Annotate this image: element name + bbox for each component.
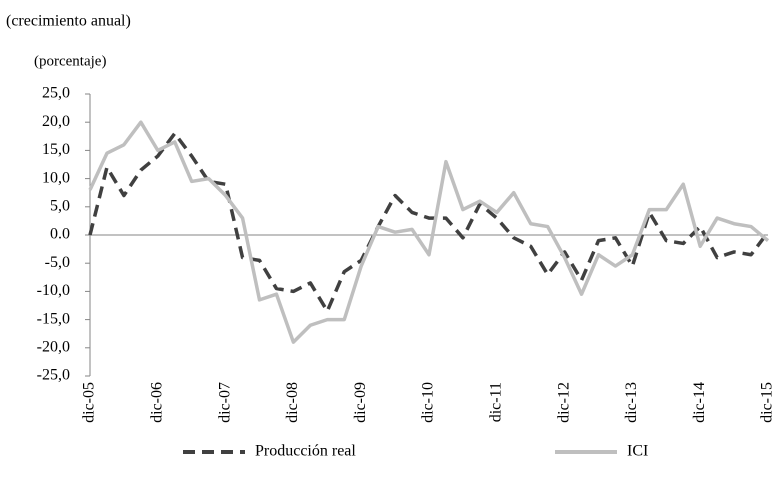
x-tick-label: dic-07 — [216, 382, 233, 423]
y-tick-label: 25,0 — [42, 85, 70, 102]
x-tick-label: dic-13 — [623, 382, 640, 423]
chart-title: (crecimiento anual) — [6, 13, 131, 30]
legend-label: Producción real — [255, 443, 356, 460]
series-line — [88, 131, 770, 313]
y-tick-label: 20,0 — [42, 113, 70, 130]
x-tick-label: dic-10 — [420, 382, 437, 423]
y-tick-label: -20,0 — [37, 338, 70, 355]
chart-subtitle: (porcentaje) — [34, 53, 106, 69]
y-tick-label: 15,0 — [42, 141, 70, 158]
y-tick-label: -15,0 — [37, 310, 70, 327]
x-tick-label: dic-05 — [81, 382, 98, 423]
x-tick-label: dic-08 — [284, 382, 301, 423]
x-tick-label: dic-14 — [691, 382, 708, 423]
y-tick-label: -5,0 — [45, 254, 70, 271]
x-tick-label: dic-09 — [352, 382, 369, 423]
y-tick-label: -25,0 — [37, 367, 70, 384]
x-tick-label: dic-12 — [555, 382, 572, 423]
y-tick-label: 0.0 — [50, 226, 70, 243]
x-tick-label: dic-11 — [487, 382, 504, 422]
x-tick-label: dic-06 — [148, 382, 165, 423]
y-tick-label: -10,0 — [37, 282, 70, 299]
legend-label: ICI — [627, 443, 648, 460]
series-line — [88, 120, 770, 344]
y-tick-label: 5,0 — [50, 197, 70, 214]
x-tick-label: dic-15 — [759, 382, 776, 423]
y-tick-label: 10,0 — [42, 169, 70, 186]
